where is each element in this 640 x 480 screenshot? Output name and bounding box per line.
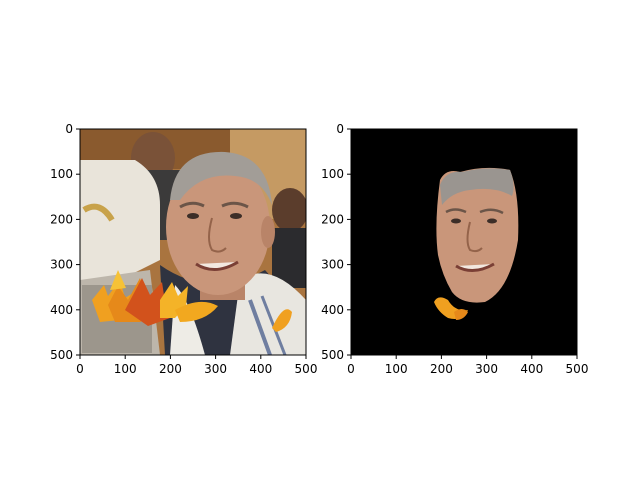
axes-frame-masked: [350, 128, 578, 356]
y-tick-label: 100: [321, 167, 344, 181]
x-tick-label: 100: [385, 362, 408, 376]
y-tick-label: 200: [321, 212, 344, 226]
x-tick-label: 500: [295, 362, 318, 376]
x-tick-label: 200: [430, 362, 453, 376]
x-tick-label: 0: [76, 362, 84, 376]
original-photo: [80, 129, 306, 355]
y-tick-label: 500: [50, 348, 73, 362]
y-tick-label: 0: [65, 122, 73, 136]
x-tick-label: 300: [204, 362, 227, 376]
x-tick-label: 200: [159, 362, 182, 376]
y-tick-label: 400: [321, 303, 344, 317]
y-tick-label: 300: [321, 258, 344, 272]
y-tick-label: 500: [321, 348, 344, 362]
x-tick-label: 100: [114, 362, 137, 376]
axes-frame-original: [79, 128, 307, 356]
leaf-cluster-left: [92, 270, 218, 326]
y-tick-label: 100: [50, 167, 73, 181]
x-tick-label: 400: [249, 362, 272, 376]
x-tick-label: 500: [566, 362, 589, 376]
x-tick-label: 300: [475, 362, 498, 376]
masked-face: [434, 167, 519, 320]
x-tick-label: 400: [520, 362, 543, 376]
x-tick-label: 0: [347, 362, 355, 376]
y-tick-label: 300: [50, 258, 73, 272]
y-tick-label: 200: [50, 212, 73, 226]
y-tick-label: 400: [50, 303, 73, 317]
leaf-right: [272, 309, 292, 332]
y-tick-label: 0: [336, 122, 344, 136]
